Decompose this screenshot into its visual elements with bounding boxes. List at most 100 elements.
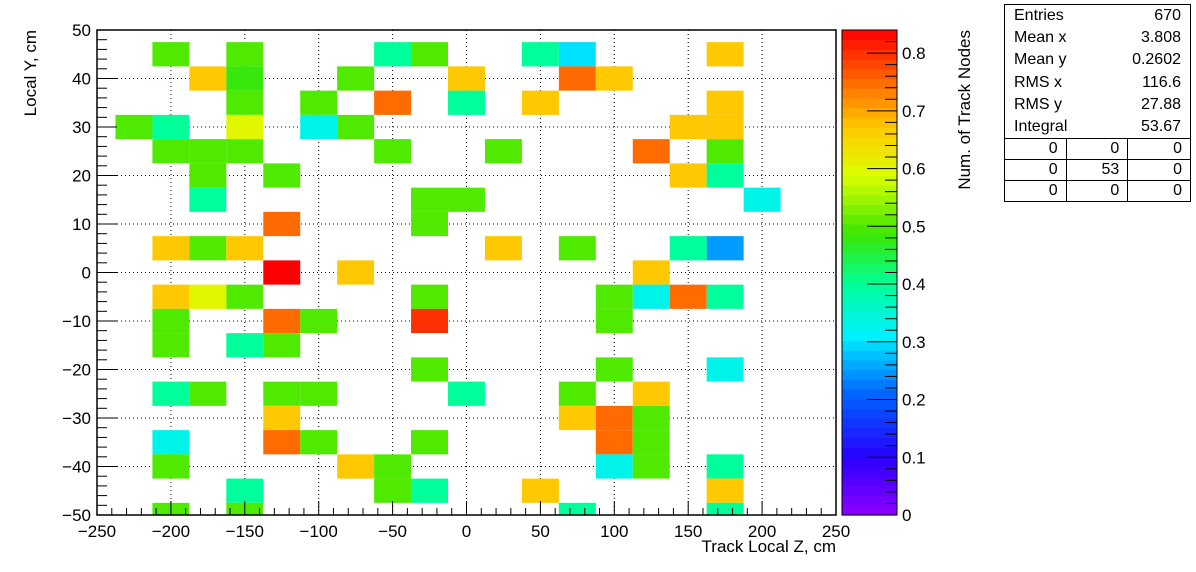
y-axis-label: Local Y, cm	[21, 30, 40, 116]
heatmap-cell	[484, 139, 522, 164]
palette-band	[842, 388, 897, 400]
palette-band	[842, 107, 897, 118]
palette-band	[842, 418, 897, 429]
heatmap-cell	[411, 42, 449, 67]
heatmap-cell	[189, 139, 227, 164]
heatmap-cell	[706, 163, 744, 188]
overflow-cell: 0	[1005, 139, 1067, 161]
heatmap-cell	[263, 381, 301, 406]
heatmap-cell	[595, 430, 633, 455]
heatmap-cell	[411, 478, 449, 503]
x-tick-label: 200	[748, 522, 776, 541]
heatmap-cell	[263, 405, 301, 431]
z-tick-label: 0.8	[902, 44, 926, 63]
heatmap-cell	[669, 284, 707, 309]
heatmap-cell	[152, 381, 190, 406]
heatmap-cell	[669, 163, 707, 188]
x-tick-label: −200	[152, 522, 190, 541]
heatmap-cell	[558, 66, 596, 91]
heatmap-cell	[632, 454, 670, 479]
z-tick-label: 0.6	[902, 160, 926, 179]
heatmap-cell	[632, 260, 670, 285]
heatmap-cell	[226, 66, 264, 91]
stats-label: Integral	[1014, 117, 1068, 135]
heatmap-cell	[595, 357, 633, 382]
heatmap-cell	[263, 163, 301, 188]
palette-band	[842, 359, 897, 371]
heatmap-cell	[632, 381, 670, 406]
overflow-cell: 53	[1066, 160, 1129, 182]
palette-band	[842, 253, 897, 264]
heatmap-cell	[632, 139, 670, 164]
x-tick-label: 100	[600, 522, 628, 541]
palette-band	[842, 88, 897, 99]
palette-band	[842, 185, 897, 196]
statistics-box: Entries 670 Mean x 3.808 Mean y 0.2602 R…	[1004, 4, 1191, 203]
z-tick-label: 0.2	[902, 391, 926, 410]
heatmap-cell	[411, 187, 449, 212]
heatmap-cell	[189, 187, 227, 212]
heatmap-cell	[263, 430, 301, 455]
overflow-cell: 0	[1005, 160, 1067, 182]
palette-band	[842, 175, 897, 186]
heatmap-cell	[152, 308, 190, 334]
stats-row: Entries 670	[1005, 5, 1190, 27]
heatmap-cell	[669, 114, 707, 140]
overflow-grid: 0 0 0 0 53 0 0 0 0	[1005, 138, 1190, 202]
heatmap-cell	[706, 284, 744, 309]
heatmap-cell	[706, 236, 744, 261]
heatmap-cell	[632, 405, 670, 431]
heatmap-cell	[263, 260, 301, 285]
heatmap-cell	[189, 66, 227, 91]
palette-band	[842, 136, 897, 147]
heatmap-cell	[448, 90, 485, 115]
heatmap-cell	[226, 333, 264, 358]
heatmap-cell	[152, 236, 190, 261]
heatmap-cell	[521, 42, 559, 67]
color-palette: 0 0.1 0.2 0.3 0.4 0.5 0.6 0.7 0.8	[841, 29, 926, 525]
heatmap-cell	[226, 284, 264, 309]
heatmap-cell	[189, 163, 227, 188]
palette-band	[842, 505, 897, 516]
stats-label: RMS y	[1014, 95, 1062, 113]
palette-band	[842, 350, 897, 361]
palette-band	[842, 204, 897, 215]
y-tick-label: 20	[72, 167, 91, 186]
y-tick-label: −10	[62, 312, 91, 331]
y-tick-label: −40	[62, 458, 91, 477]
heatmap-cell	[226, 42, 264, 67]
palette-band	[842, 243, 897, 254]
heatmap-cell	[706, 357, 744, 382]
stats-label: Mean x	[1014, 29, 1067, 47]
y-tick-label: 10	[72, 215, 91, 234]
heatmap-cell	[706, 478, 744, 503]
heatmap-cell	[411, 308, 449, 334]
y-tick-label: 50	[72, 21, 91, 40]
stats-value: 0.2602	[1132, 51, 1181, 69]
overflow-cell: 0	[1173, 182, 1182, 200]
palette-band	[842, 59, 897, 70]
palette-band	[842, 49, 897, 60]
overflow-cell: 0	[1005, 181, 1067, 202]
palette-band	[842, 97, 897, 109]
heatmap-cell	[115, 114, 153, 140]
stats-value: 27.88	[1140, 95, 1181, 113]
heatmap-cell	[189, 236, 227, 261]
stats-value: 3.808	[1140, 29, 1181, 47]
stats-row: Mean y 0.2602	[1005, 49, 1190, 71]
heatmap-cell	[300, 114, 338, 140]
stats-value: 116.6	[1142, 73, 1181, 91]
x-tick-label: 150	[674, 522, 702, 541]
heatmap-cell	[263, 211, 301, 237]
x-axis: −250 −200 −150 −100 −50 0 50 100 150 200 250	[78, 501, 850, 541]
palette-band	[842, 233, 897, 244]
heatmap-cell	[411, 357, 449, 382]
palette-band	[842, 224, 897, 235]
palette-band	[842, 262, 897, 274]
palette-band	[842, 398, 897, 409]
heatmap-cell	[411, 284, 449, 309]
heatmap-cell	[226, 114, 264, 140]
heatmap-cell	[152, 42, 190, 67]
palette-band	[842, 146, 897, 157]
